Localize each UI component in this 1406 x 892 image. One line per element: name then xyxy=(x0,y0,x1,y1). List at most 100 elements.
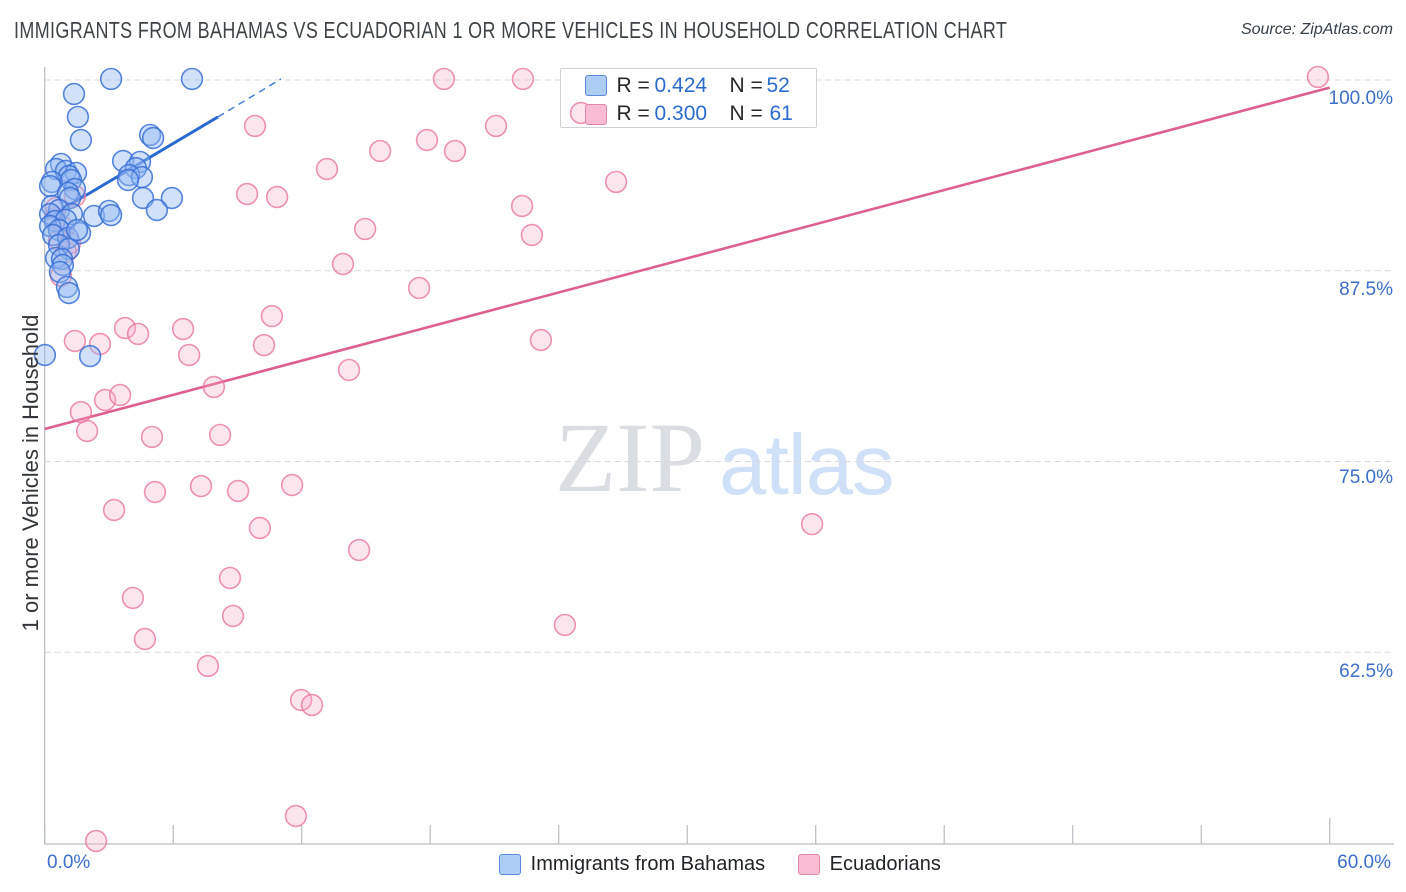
ecuadorians-point xyxy=(133,627,157,651)
bahamas-point xyxy=(33,343,57,367)
ecuadorians-swatch-icon xyxy=(585,103,607,125)
bahamas-point xyxy=(99,203,123,227)
ecuadorians-point xyxy=(280,473,304,497)
bahamas-point xyxy=(99,67,123,91)
n-value-ecuadorians: 61 xyxy=(769,102,793,126)
ecuadorians-point xyxy=(529,328,553,352)
ecuadorians-point xyxy=(121,586,145,610)
ecuadorians-trend-line xyxy=(44,86,1331,431)
legend-item-ecuadorians: Ecuadorians xyxy=(798,853,941,876)
y-tick-label-100: 100.0% xyxy=(1328,88,1393,109)
bahamas-point xyxy=(78,344,102,368)
ecuadorians-point xyxy=(177,343,201,367)
ecuadorians-point xyxy=(208,423,232,447)
ecuadorians-point xyxy=(102,498,126,522)
ecuadorians-point xyxy=(113,316,137,340)
bahamas-point xyxy=(145,198,169,222)
ecuadorians-point xyxy=(1306,65,1330,89)
r-label: R = xyxy=(616,73,650,97)
bahamas-trend-line-projection xyxy=(217,78,282,118)
ecuadorians-point xyxy=(63,329,87,353)
bahamas-point xyxy=(180,67,204,91)
x-tick-label-60: 60.0% xyxy=(1337,852,1391,873)
ecuadorians-point xyxy=(800,512,824,536)
ecuadorians-point xyxy=(218,566,242,590)
bahamas-swatch-icon xyxy=(585,75,607,97)
source-attribution: Source: ZipAtlas.com xyxy=(1240,21,1393,38)
ecuadorians-point xyxy=(189,474,213,498)
bahamas-legend-swatch-icon xyxy=(499,854,521,875)
bahamas-point xyxy=(116,168,140,192)
r-value-ecuadorians: 0.300 xyxy=(654,102,708,126)
ecuadorians-point xyxy=(604,170,628,194)
ecuadorians-point xyxy=(300,693,324,717)
ecuadorians-point xyxy=(221,604,245,628)
series-legend: Immigrants from Bahamas Ecuadorians xyxy=(34,853,1406,876)
ecuadorians-point xyxy=(415,128,439,152)
watermark-zip: ZIP xyxy=(555,402,705,513)
ecuadorians-point xyxy=(260,304,284,328)
r-label: R = xyxy=(616,102,650,126)
n-label: N = xyxy=(729,73,763,97)
y-axis-title: 1 or more Vehicles in Household xyxy=(18,314,43,632)
ecuadorians-point xyxy=(252,333,276,357)
bahamas-point xyxy=(160,186,184,210)
ecuadorians-point xyxy=(108,383,132,407)
ecuadorians-point xyxy=(126,322,150,346)
ecuadorians-point xyxy=(196,654,220,678)
ecuadorians-point xyxy=(337,358,361,382)
bahamas-point xyxy=(141,126,165,150)
y-tick-label-87-5: 87.5% xyxy=(1339,279,1393,300)
ecuadorians-point xyxy=(353,217,377,241)
watermark-atlas: atlas xyxy=(719,418,894,513)
ecuadorians-point xyxy=(484,114,508,138)
ecuadorians-point xyxy=(235,182,259,206)
ecuadorians-point xyxy=(315,157,339,181)
stats-row-ecuadorians: R = 0.300 N = 61 xyxy=(561,102,816,128)
bahamas-point xyxy=(138,123,162,147)
ecuadorians-point xyxy=(171,317,195,341)
n-label: N = xyxy=(729,102,763,126)
ecuadorians-point xyxy=(510,194,534,218)
legend-item-bahamas: Immigrants from Bahamas xyxy=(499,853,765,876)
ecuadorians-point xyxy=(143,480,167,504)
ecuadorians-point xyxy=(368,139,392,163)
y-tick-label-75: 75.0% xyxy=(1339,467,1393,488)
bahamas-legend-label: Immigrants from Bahamas xyxy=(530,853,766,875)
ecuadorians-point xyxy=(407,276,431,300)
ecuadorians-legend-swatch-icon xyxy=(798,854,820,875)
ecuadorians-point xyxy=(84,829,108,853)
r-value-bahamas: 0.424 xyxy=(654,73,708,97)
ecuadorians-point xyxy=(226,479,250,503)
ecuadorians-point xyxy=(432,67,456,91)
bahamas-point xyxy=(65,218,89,242)
bahamas-point xyxy=(66,105,90,129)
ecuadorians-point xyxy=(69,400,93,424)
bahamas-point xyxy=(57,281,81,305)
n-value-bahamas: 52 xyxy=(766,73,790,97)
ecuadorians-point xyxy=(347,538,371,562)
ecuadorians-point xyxy=(443,139,467,163)
chart-title: IMMIGRANTS FROM BAHAMAS VS ECUADORIAN 1 … xyxy=(14,17,1008,43)
ecuadorians-point xyxy=(289,688,313,712)
ecuadorians-point xyxy=(75,419,99,443)
x-tick-label-0: 0.0% xyxy=(47,852,91,873)
ecuadorians-point xyxy=(140,425,164,449)
ecuadorians-point xyxy=(284,804,308,828)
stats-row-bahamas: R = 0.424 N = 52 xyxy=(561,73,816,99)
bahamas-point xyxy=(69,128,93,152)
correlation-stats-legend: R = 0.424 N = 52 R = 0.300 N = 61 xyxy=(560,68,817,128)
ecuadorians-legend-label: Ecuadorians xyxy=(829,853,941,875)
bahamas-point xyxy=(68,221,92,245)
ecuadorians-point xyxy=(520,223,544,247)
ecuadorians-point xyxy=(511,67,535,91)
ecuadorians-point xyxy=(331,252,355,276)
bahamas-point xyxy=(62,82,86,106)
y-tick-label-62-5: 62.5% xyxy=(1339,661,1393,682)
ecuadorians-point xyxy=(243,114,267,138)
ecuadorians-point xyxy=(248,516,272,540)
ecuadorians-point xyxy=(553,613,577,637)
ecuadorians-point xyxy=(202,375,226,399)
